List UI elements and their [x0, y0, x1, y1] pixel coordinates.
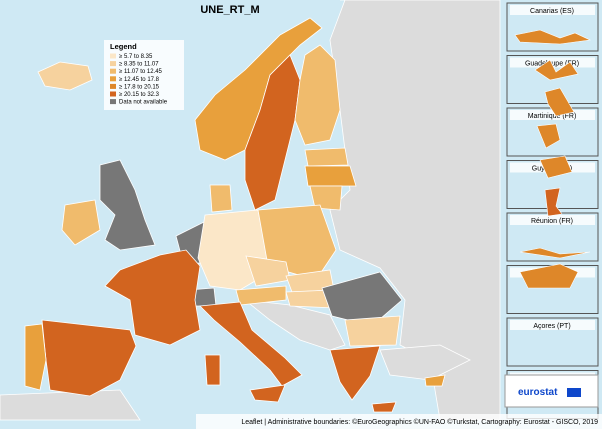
attribution: Leaflet | Administrative boundaries: ©Eu…	[241, 418, 598, 426]
inset-label: Canarias (ES)	[530, 8, 574, 15]
sicily	[249, 384, 286, 403]
finland	[294, 44, 341, 146]
crete	[371, 401, 397, 413]
inset-region	[519, 247, 591, 259]
legend: Legend ≥ 5.7 to 8.35 ≥ 8.35 to 11.07≥ 11.…	[104, 40, 184, 110]
legend-label: ≥ 5.7 to 8.35	[119, 54, 153, 60]
legend-label: ≥ 8.35 to 11.07	[119, 62, 159, 68]
iceland	[37, 61, 93, 91]
logo-text: eurostat	[518, 387, 558, 398]
logo: eurostat	[504, 374, 599, 408]
estonia	[304, 147, 349, 167]
latvia	[304, 165, 357, 187]
inset-label: Martinique (FR)	[528, 113, 577, 120]
inset-region	[534, 59, 579, 81]
france	[104, 249, 201, 346]
spain	[41, 319, 137, 397]
austria	[235, 285, 287, 306]
countries	[24, 17, 446, 413]
sardinia	[204, 354, 221, 386]
legend-swatch	[110, 68, 116, 74]
romania	[321, 271, 403, 327]
portugal	[24, 323, 47, 391]
lithuania	[309, 185, 343, 211]
legend-label: ≥ 20.15 to 32.3	[119, 92, 160, 98]
map-title: UNE_RT_M	[200, 4, 259, 16]
inset-region	[514, 29, 592, 45]
inset-region	[539, 155, 573, 179]
italy	[199, 301, 303, 387]
legend-swatch	[110, 53, 116, 59]
legend-swatch	[110, 76, 116, 82]
legend-label: ≥ 12.45 to 17.8	[119, 77, 160, 83]
attribution-bg	[196, 414, 602, 429]
legend-swatch	[110, 91, 116, 97]
logo-box	[504, 374, 599, 408]
inset-region	[536, 123, 561, 149]
inset-region	[544, 87, 575, 117]
legend-box	[104, 40, 184, 110]
denmark	[209, 184, 233, 213]
inset-label: Réunion (FR)	[531, 218, 573, 225]
inset-label-bg	[510, 215, 595, 225]
inset-label-bg	[510, 320, 595, 330]
bulgaria	[344, 315, 401, 347]
legend-label: ≥ 17.8 to 20.15	[119, 84, 160, 90]
cyprus	[424, 374, 446, 387]
inset-label: Açores (PT)	[533, 323, 570, 330]
legend-swatch	[110, 99, 116, 105]
legend-label: Data not available	[119, 100, 168, 106]
legend-swatch	[110, 61, 116, 67]
inset-label-bg	[510, 5, 595, 15]
inset-label-bg	[510, 57, 595, 68]
legend-swatch	[110, 83, 116, 89]
inset-region	[519, 263, 579, 289]
inset-label-bg	[510, 110, 595, 120]
united-kingdom	[99, 159, 156, 251]
greece	[329, 345, 381, 401]
legend-title: Legend	[110, 42, 137, 51]
ireland	[61, 199, 101, 246]
inset-region	[544, 187, 563, 217]
legend-label: ≥ 11.07 to 12.45	[119, 69, 163, 75]
eu-flag	[567, 388, 581, 397]
